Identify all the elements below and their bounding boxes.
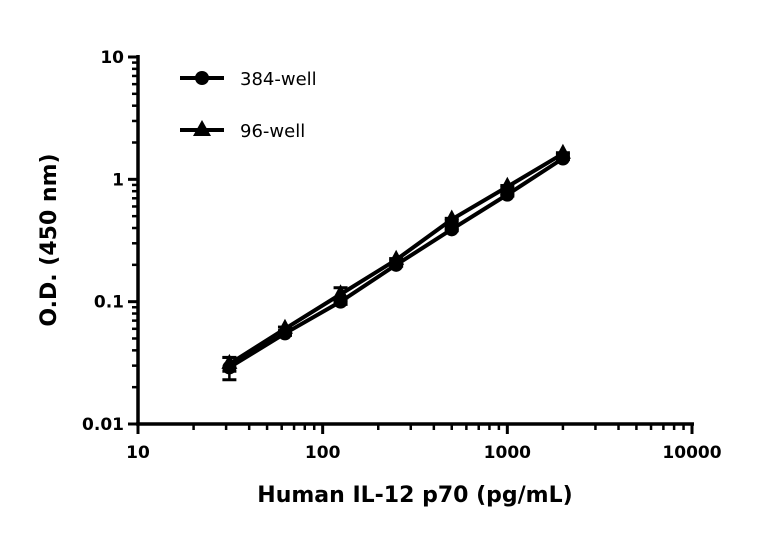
data-point-96-well bbox=[388, 249, 405, 265]
data-point-96-well bbox=[221, 353, 238, 369]
legend-label-384-well: 384-well bbox=[240, 69, 317, 90]
y-tick-label: 0.1 bbox=[94, 293, 124, 313]
x-tick-label: 10 bbox=[126, 443, 150, 463]
x-tick-label: 10000 bbox=[662, 443, 721, 463]
legend: 384-well 96-well bbox=[180, 69, 317, 142]
data-point-96-well bbox=[443, 209, 460, 225]
y-axis-title: O.D. (450 nm) bbox=[37, 153, 62, 326]
y-tick-label: 0.01 bbox=[82, 415, 124, 435]
legend-marker-circle bbox=[195, 71, 209, 85]
y-tick-label: 1 bbox=[112, 170, 124, 190]
plot-area bbox=[221, 143, 571, 382]
legend-marker-triangle bbox=[193, 120, 211, 136]
axes bbox=[128, 55, 694, 434]
data-point-96-well bbox=[332, 284, 349, 300]
x-tick-label: 1000 bbox=[484, 443, 531, 463]
data-point-96-well bbox=[554, 143, 571, 159]
y-tick-label: 10 bbox=[100, 48, 124, 68]
data-point-96-well bbox=[499, 176, 516, 192]
x-tick-label: 100 bbox=[305, 443, 341, 463]
x-axis-title: Human IL-12 p70 (pg/mL) bbox=[257, 483, 572, 508]
data-point-384-well bbox=[444, 222, 459, 237]
legend-label-96-well: 96-well bbox=[240, 121, 305, 142]
tick-labels: 0.01 0.1 1 10 10 100 1000 10000 bbox=[82, 48, 722, 463]
data-point-96-well bbox=[276, 318, 293, 334]
